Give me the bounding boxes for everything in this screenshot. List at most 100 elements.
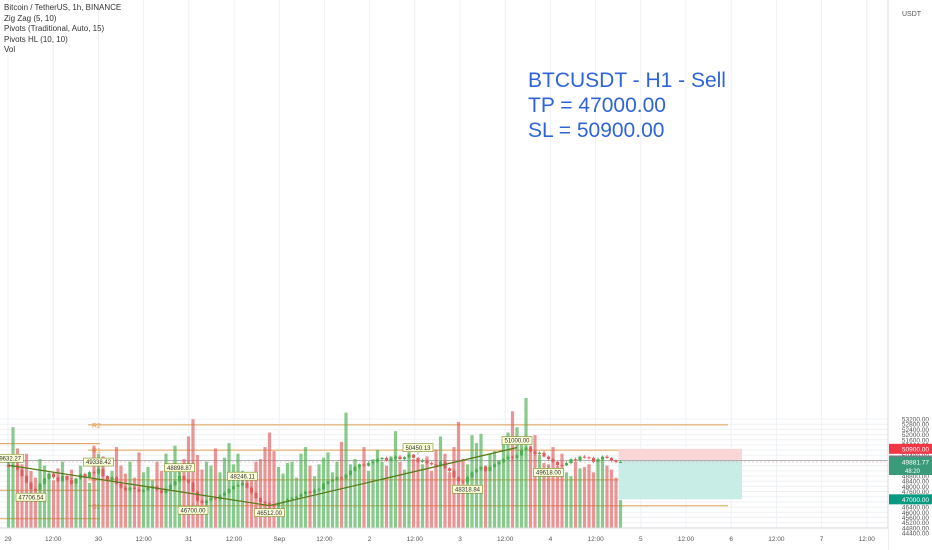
candle-body <box>321 483 326 489</box>
pivot-hl-label: 48246.11 <box>230 474 255 480</box>
currency-label: USDT <box>902 11 922 18</box>
volume-bar <box>479 433 483 528</box>
volume-bar <box>542 463 546 528</box>
volume-bar <box>146 466 150 528</box>
volume-bar <box>24 453 29 528</box>
volume-bar <box>605 465 609 528</box>
time-tick-label: 30 <box>95 536 103 543</box>
volume-bar <box>69 469 74 528</box>
legend-symbol[interactable]: Bitcoin / TetherUS, 1h, BINANCE <box>4 3 122 12</box>
candle-body <box>38 483 42 491</box>
volume-bar <box>434 449 438 528</box>
candle-body <box>591 457 596 462</box>
candle-body <box>290 498 294 500</box>
candle-body <box>537 452 542 455</box>
candle-body <box>488 466 492 471</box>
volume-bar <box>587 464 591 528</box>
volume-bar <box>582 466 587 528</box>
volume-bar <box>456 421 461 528</box>
candle-body <box>362 464 366 466</box>
volume-bar <box>65 476 69 528</box>
candle-body <box>465 477 470 483</box>
pivot-hl-box <box>533 468 564 477</box>
volume-bar <box>447 472 452 528</box>
volume-bar <box>357 466 362 528</box>
price-tick-label: 46400.00 <box>902 505 929 512</box>
volume-bar <box>267 432 272 528</box>
volume-bar <box>348 464 353 528</box>
candle-body <box>312 490 317 493</box>
volume-bar <box>249 473 254 528</box>
candle-body <box>69 479 74 484</box>
time-axis[interactable]: 29 12:00 30 12:00 31 12:00 Sep 12:00 2 12:00 3 12:0… <box>0 527 888 550</box>
candle-body <box>524 447 528 451</box>
volume-bar <box>159 470 164 528</box>
candle-body <box>339 477 344 479</box>
candle-body <box>222 492 227 496</box>
pivot-hl-label: 49632.27 <box>0 456 22 462</box>
countdown-text: 48:20 <box>905 469 921 475</box>
volume-bar <box>150 480 155 528</box>
time-tick-label: 4 <box>549 536 553 543</box>
volume-bar <box>515 427 519 528</box>
candle-body <box>96 469 101 474</box>
pivot-hl-box <box>227 471 258 481</box>
legend-indicator-pivots-hl[interactable]: Pivots HL (10, 10) <box>4 34 68 44</box>
volume-bar <box>114 447 119 528</box>
candle-body <box>389 458 393 461</box>
volume-bar <box>56 468 60 528</box>
volume-bar <box>569 476 573 528</box>
volume-bar <box>299 453 303 528</box>
price-tick-label: 52800.00 <box>902 422 929 429</box>
candle-body <box>249 487 254 493</box>
volume-bar <box>375 449 380 528</box>
candle-body <box>209 498 213 501</box>
volume-bar <box>132 477 137 528</box>
candle-body <box>173 481 177 486</box>
volume-bar <box>429 470 434 528</box>
volume-bar <box>290 461 294 528</box>
volume-bar <box>240 470 245 528</box>
volume-bar <box>330 472 335 528</box>
volume-bar <box>119 465 123 528</box>
volume-bar <box>506 432 510 528</box>
volume-bar <box>155 461 159 528</box>
candle-body <box>141 490 146 492</box>
trade-title: BTCUSDT - H1 - Sell <box>528 69 726 92</box>
time-tick-label: 12:00 <box>587 536 604 543</box>
candle-body <box>101 469 105 477</box>
candle-body <box>326 481 330 484</box>
legend-indicator-pivots[interactable]: Pivots (Traditional, Auto, 15) <box>4 24 105 33</box>
volume-bar <box>74 484 78 528</box>
candle-body <box>587 457 591 459</box>
time-tick-label: 12:00 <box>407 536 424 543</box>
candle-body <box>546 456 551 460</box>
volume-bar <box>551 447 555 528</box>
candle-body <box>231 486 236 489</box>
candle-body <box>263 501 267 504</box>
legend-indicator-volume[interactable]: Vol <box>4 45 16 54</box>
candle-body <box>609 457 614 461</box>
volume-bar <box>497 460 501 528</box>
legend-indicator-zigzag[interactable]: Zig Zag (5, 10) <box>4 13 57 23</box>
volume-bar <box>173 445 177 528</box>
volume-bar <box>182 459 186 528</box>
candle-body <box>416 457 420 462</box>
trade-stop-loss: SL = 50900.00 <box>528 119 665 142</box>
time-tick-label: 2 <box>368 536 372 543</box>
candle-body <box>42 478 47 484</box>
time-tick-label: 5 <box>639 536 643 543</box>
volume-bar <box>362 447 366 528</box>
volume-bar <box>227 443 231 528</box>
trade-annotation[interactable]: BTCUSDT - H1 - Sell TP = 47000.00 SL = 5… <box>528 68 726 143</box>
candle-body <box>137 488 141 492</box>
candle-body <box>168 485 173 489</box>
candle-body <box>245 483 249 488</box>
pivot-hl-label: 48318.84 <box>455 487 481 493</box>
volume-bar <box>303 447 308 528</box>
volume-bar <box>402 469 407 528</box>
volume-bar <box>528 445 533 528</box>
volume-bar <box>524 398 528 528</box>
volume-bar <box>443 453 447 528</box>
